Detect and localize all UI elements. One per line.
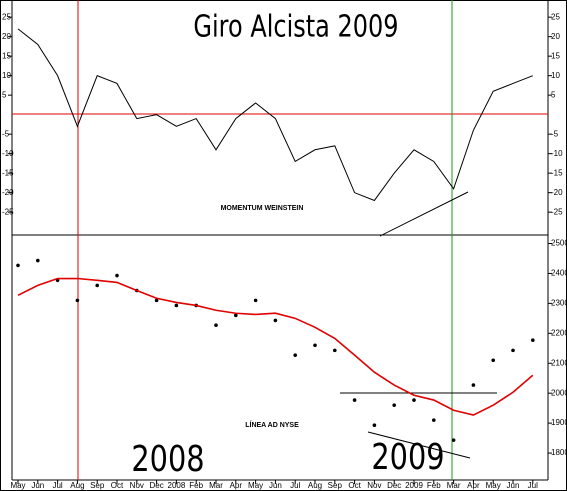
data-point [253, 298, 258, 303]
data-point [95, 283, 99, 288]
x-tick-label: Oct [111, 481, 124, 490]
y-tick-label: 18000 [551, 448, 567, 457]
y-tick-label: 5 [2, 90, 7, 99]
y-tick-label: 19000 [551, 418, 567, 427]
x-tick-label: Sep [90, 481, 105, 490]
x-tick-label: Jun [31, 481, 44, 490]
y-tick-label: -25 [551, 207, 563, 216]
data-point [313, 343, 317, 348]
y-tick-label: 20 [2, 32, 11, 41]
data-point [412, 398, 416, 402]
y-tick-label: 10 [2, 71, 11, 80]
x-tick-label: Sep [328, 481, 343, 490]
y-tick-label: 25 [551, 12, 560, 21]
y-tick-label: 5 [551, 90, 556, 99]
year-label: 2008 [131, 438, 204, 480]
y-tick-label: -10 [2, 149, 14, 158]
x-tick-label: Aug [70, 481, 84, 490]
x-tick-label: 2009 [405, 481, 423, 490]
data-point [511, 348, 515, 353]
x-tick-label: Jun [269, 481, 282, 490]
data-point [36, 258, 40, 263]
data-point [174, 303, 179, 308]
year-label: 2009 [371, 436, 444, 478]
series-line [17, 277, 534, 416]
data-point [115, 273, 119, 278]
chart-title: Giro Alcista 2009 [193, 10, 398, 44]
x-tick-label: Nov [130, 481, 144, 490]
x-tick-label: Oct [348, 481, 361, 490]
x-tick-label: May [10, 481, 25, 490]
y-tick-label: -20 [2, 188, 14, 197]
y-tick-label: 10 [551, 71, 560, 80]
y-tick-label: -15 [2, 168, 14, 177]
x-tick-label: Aug [308, 481, 322, 490]
y-tick-label: -15 [551, 168, 563, 177]
series-line [17, 28, 533, 202]
y-tick-label: 23000 [551, 298, 567, 307]
y-tick-label: -10 [551, 149, 563, 158]
data-point [372, 423, 377, 428]
data-point [293, 353, 298, 357]
x-tick-label: Nov [367, 481, 381, 490]
data-point [352, 398, 357, 402]
x-tick-label: Jun [507, 481, 520, 490]
x-tick-label: Apr [467, 481, 480, 490]
y-tick-label: 15 [551, 51, 560, 60]
x-tick-label: May [248, 481, 263, 490]
data-point [234, 313, 238, 318]
data-point [16, 263, 20, 268]
data-point [432, 418, 436, 422]
x-tick-label: Feb [427, 481, 441, 490]
data-point [273, 318, 278, 323]
annotation: MOMENTUM WEINSTEIN [221, 205, 304, 212]
y-tick-label: 24000 [551, 269, 567, 278]
x-tick-label: Jul [290, 481, 300, 490]
data-point [471, 383, 476, 387]
data-point [491, 358, 496, 363]
data-point [154, 298, 159, 303]
x-tick-label: Apr [230, 481, 243, 490]
y-tick-label: 22000 [551, 328, 567, 337]
y-tick-label: 25000 [551, 239, 567, 248]
trend-line [367, 431, 471, 459]
x-tick-label: Mar [447, 481, 461, 490]
y-tick-label: 21000 [551, 358, 567, 367]
annotation: LÍNEA AD NYSE [245, 420, 299, 429]
data-point [451, 438, 456, 442]
x-tick-label: Jul [528, 481, 538, 490]
y-tick-label: 25 [2, 12, 11, 21]
x-tick-label: May [486, 481, 501, 490]
x-tick-label: Dec [387, 481, 401, 490]
y-tick-label: -5 [551, 129, 559, 138]
y-tick-label: -25 [2, 207, 14, 216]
data-point [75, 298, 80, 303]
y-tick-label: -5 [2, 129, 10, 138]
x-tick-label: 2008 [168, 481, 186, 490]
data-point [531, 338, 535, 342]
y-tick-label: 20000 [551, 388, 567, 397]
y-tick-label: -20 [551, 188, 563, 197]
data-point [214, 323, 218, 328]
y-tick-label: 15 [2, 51, 11, 60]
x-tick-label: Feb [189, 481, 203, 490]
x-tick-label: Mar [209, 481, 223, 490]
data-point [333, 348, 337, 353]
y-tick-label: 20 [551, 32, 560, 41]
x-tick-label: Jul [52, 481, 62, 490]
data-point [392, 403, 397, 407]
x-tick-label: Dec [149, 481, 163, 490]
trend-line [379, 191, 469, 237]
